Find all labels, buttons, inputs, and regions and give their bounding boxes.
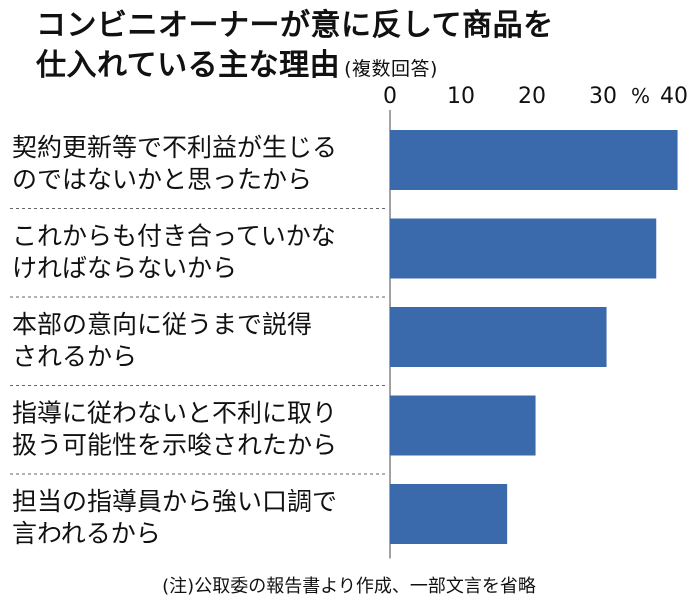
tick-label: 0: [383, 84, 397, 109]
source-note: (注)公取委の報告書より作成、一部文言を省略: [162, 576, 536, 597]
bar: [390, 218, 657, 279]
unit-label: %: [631, 84, 650, 108]
tick-label: 20: [518, 84, 546, 109]
category-label: これからも付き合っていかな: [12, 222, 336, 251]
bar: [390, 307, 607, 367]
category-label: 扱う可能性を示唆されたから: [12, 431, 337, 460]
category-label: のではないかと思ったから: [12, 165, 312, 194]
bar: [390, 130, 678, 190]
chart-title-line2: 仕入れている主な理由 (複数回答): [36, 46, 676, 89]
chart-title-line1: コンビニオーナーが意に反して商品を: [36, 8, 554, 43]
bar: [390, 484, 508, 544]
tick-label: 40: [660, 84, 688, 109]
chart-title-block: コンビニオーナーが意に反して商品を 仕入れている主な理由 (複数回答): [36, 6, 676, 89]
category-label: 言われるから: [12, 519, 161, 548]
category-label: 指導に従わないと不利に取り: [12, 399, 337, 428]
category-label: 本部の意向に従うまで説得: [12, 310, 312, 339]
category-label: されるから: [12, 342, 137, 371]
bar: [390, 395, 536, 456]
chart-title-line2-text: 仕入れている主な理由: [36, 48, 341, 83]
tick-label: 10: [447, 84, 475, 109]
tick-label: 30: [589, 84, 617, 109]
chart-subtitle: (複数回答): [344, 58, 438, 80]
category-label: 担当の指導員から強い口調で: [12, 487, 337, 516]
category-label: 契約更新等で不利益が生じる: [12, 133, 337, 162]
category-label: ければならないから: [12, 254, 237, 283]
